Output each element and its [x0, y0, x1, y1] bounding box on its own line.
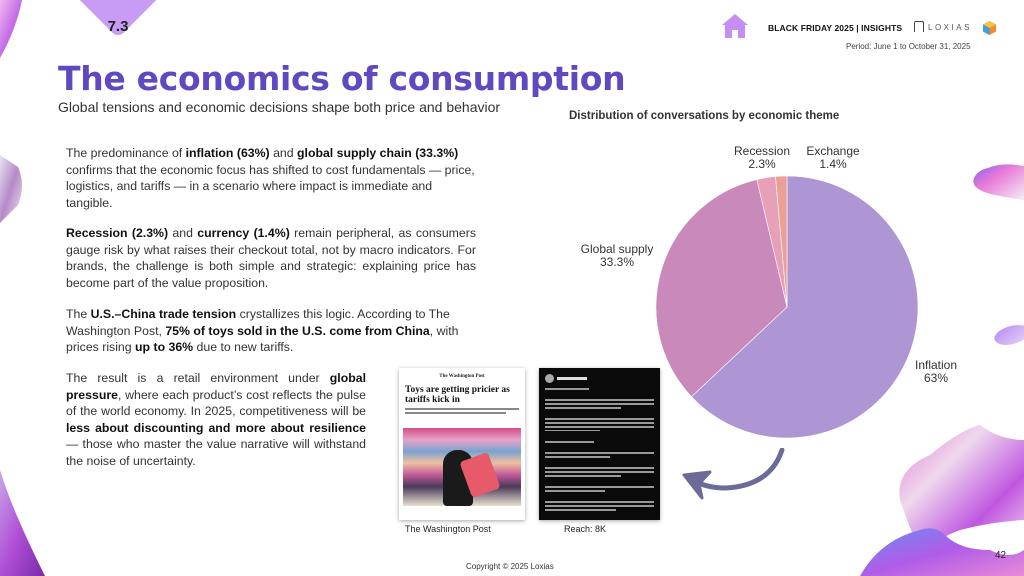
post-author: [557, 377, 587, 380]
section-tab: 7.3: [55, 0, 181, 40]
social-post-thumbnail[interactable]: [539, 368, 660, 520]
section-number: 7.3: [107, 18, 129, 35]
loxias-logo: LOXIAS: [914, 21, 972, 32]
wapo-summary-lines: [399, 408, 525, 414]
paragraph-result: The result is a retail environment under…: [66, 371, 366, 468]
page-number: 42: [995, 550, 1007, 561]
decorative-blob-top-left: [0, 0, 22, 58]
decorative-blob-bottom-left: [0, 470, 45, 576]
decorative-blob-right: [973, 164, 1024, 200]
loxias-logo-icon: [914, 21, 924, 32]
paragraph-trade-tension: The U.S.–China trade tension crystallize…: [66, 307, 459, 354]
paragraph-recession-currency: Recession (2.3%) and currency (1.4%) rem…: [66, 226, 476, 290]
copyright: Copyright © 2025 Loxias: [466, 562, 554, 571]
pie-chart: [655, 175, 919, 439]
pie-slice-global-supply: [655, 179, 788, 398]
wapo-headline: Toys are getting pricier as tariffs kick…: [405, 385, 510, 405]
washington-post-article-thumbnail[interactable]: The Washington Post Toys are getting pri…: [399, 368, 525, 520]
pie-label-recession: Recession 2.3%: [733, 144, 791, 171]
wapo-masthead: The Washington Post: [439, 374, 485, 379]
paragraph-inflation-supply: The predominance of inflation (63%) and …: [66, 146, 475, 210]
page-subtitle: Global tensions and economic decisions s…: [58, 99, 501, 115]
report-title: BLACK FRIDAY 2025 | INSIGHTS: [768, 23, 903, 33]
avatar: [545, 374, 554, 383]
decorative-blob-small-right: [994, 325, 1024, 345]
pie-label-global-supply: Global supply 33.3%: [580, 242, 654, 269]
chart-title: Distribution of conversations by economi…: [569, 110, 840, 122]
decorative-blob-left: [0, 155, 22, 223]
period-label: Period: June 1 to October 31, 2025: [846, 42, 971, 51]
loxias-logo-text: LOXIAS: [928, 23, 972, 32]
reach-caption: Reach: 8K: [564, 524, 607, 534]
pie-label-exchange: Exchange 1.4%: [806, 144, 860, 171]
home-icon[interactable]: [721, 13, 749, 39]
wapo-caption: The Washington Post: [405, 524, 491, 534]
pie-slice-inflation: [691, 175, 919, 439]
hexagon-logo-icon: [983, 21, 996, 35]
page-title: The economics of consumption: [58, 59, 626, 98]
toy-aisle-photo: [403, 428, 521, 506]
curved-arrow-icon: [682, 448, 785, 500]
pie-label-inflation: Inflation 63%: [914, 358, 958, 385]
pie-slice-exchange: [775, 175, 788, 308]
